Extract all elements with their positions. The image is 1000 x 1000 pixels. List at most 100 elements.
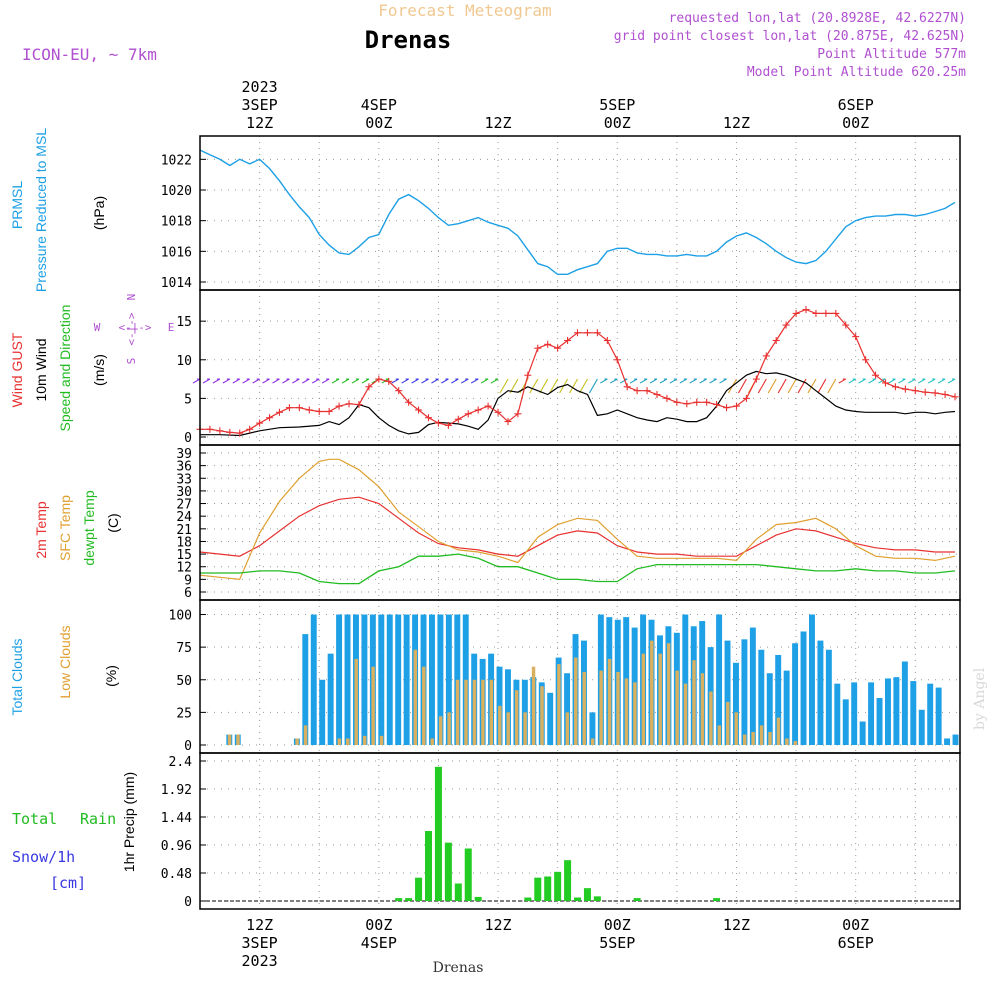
wind-barb [689, 378, 698, 384]
wind-barb [549, 378, 559, 394]
wind-barb [431, 378, 439, 384]
wind-barb [499, 378, 509, 394]
temp-unit: (C) [105, 513, 121, 532]
total-cloud-bar [859, 721, 866, 745]
gust-line [200, 308, 956, 434]
pressure-label-long: Pressure Reduced to MSL [33, 128, 49, 292]
temp-ytick-label: 15 [176, 548, 192, 563]
total-cloud-bar [547, 692, 554, 745]
low-cloud-bar [489, 679, 494, 745]
low-cloud-bar [590, 738, 595, 745]
low-cloud-bar [430, 738, 434, 745]
wind-barb [937, 378, 946, 384]
temp-ytick-label: 27 [176, 498, 192, 513]
wind-barb [272, 378, 280, 384]
low-cloud-bar [523, 712, 527, 745]
bottom-time-label: 4SEP [361, 934, 397, 952]
total-cloud-bar [682, 614, 689, 745]
low-cloud-bar [227, 734, 232, 745]
wind-barb [421, 378, 429, 384]
total-cloud-bar [758, 649, 765, 745]
low-cloud-bar [506, 712, 510, 745]
wind-barb [451, 378, 459, 384]
low-cloud-bar [472, 679, 477, 745]
low-cloud-bar [346, 738, 350, 745]
total-cloud-bar [952, 734, 959, 745]
wind-unit: (m/s) [91, 354, 107, 386]
total-cloud-bar [876, 698, 883, 745]
precip-bar [444, 842, 452, 901]
temp-ytick-label: 18 [176, 535, 192, 550]
precip-bar [534, 877, 542, 901]
footer-location: Drenas [433, 960, 484, 976]
precip-total-label: Total [12, 810, 57, 828]
total-cloud-bar [800, 631, 807, 745]
total-cloud-bar [817, 640, 824, 745]
bottom-time-label: 6SEP [838, 934, 874, 952]
low-cloud-bar [574, 657, 578, 745]
low-cloud-bar [726, 701, 730, 745]
precip-bar [395, 898, 403, 901]
clouds-ytick-label: 75 [176, 641, 192, 656]
total-cloud-bar [944, 738, 951, 745]
wind-ytick-label: 5 [184, 392, 192, 407]
precip-bar [524, 897, 532, 901]
total-cloud-bar [395, 614, 402, 745]
top-time-label: 4SEP [361, 96, 397, 114]
wind-barb [490, 378, 499, 384]
header-model-altitude: Model Point Altitude 620.25m [747, 65, 966, 80]
low-cloud-bar [354, 658, 358, 745]
low-cloud-bar [607, 658, 612, 745]
header-title-top: Forecast Meteogram [378, 1, 551, 20]
wind-barb [827, 378, 837, 394]
compass-vertical: <-|-> [125, 312, 138, 345]
sfc-temp-label: SFC Temp [57, 495, 73, 561]
low-cloud-bar [717, 725, 722, 745]
header-requested: requested lon,lat (20.8928E, 42.6227N) [669, 11, 966, 26]
wind-barb [898, 378, 906, 384]
wind-barb [917, 378, 926, 384]
temp-ytick-label: 36 [176, 460, 192, 475]
wind-barb [629, 378, 638, 384]
clouds-ytick-label: 0 [184, 739, 192, 754]
precip-unit: 1hr Precip (mm) [121, 772, 137, 872]
low-cloud-bar [455, 679, 460, 745]
wind-barb [252, 378, 260, 384]
total-cloud-bar [834, 683, 841, 745]
total-cloud-bar [825, 649, 832, 745]
dewpt-label: dewpt Temp [81, 490, 97, 565]
wind-barb [719, 378, 727, 384]
top-time-label: 00Z [365, 114, 392, 132]
wind-barb [757, 378, 767, 394]
low-cloud-bar [498, 705, 502, 745]
total-cloud-bar [505, 669, 511, 745]
total-cloud-bar [766, 673, 773, 745]
precip-bar [424, 831, 432, 901]
temp-ytick-label: 30 [176, 485, 192, 500]
low-cloud-bar [700, 673, 705, 745]
bottom-time-label: 2023 [242, 952, 278, 970]
low-cloud-bar [531, 666, 536, 745]
total-cloud-bar [809, 614, 815, 745]
total-cloud-bar [893, 677, 900, 745]
wind-barb [331, 378, 340, 384]
temp-ytick-label: 9 [184, 573, 192, 588]
wind-dir-label: Speed and Direction [57, 305, 73, 432]
wind-barb [888, 378, 896, 384]
low-cloud-bar [447, 712, 451, 745]
low-cloud-bar [785, 738, 789, 745]
wind-barb [222, 378, 231, 384]
total-cloud-bar [429, 614, 435, 745]
bottom-time-label: 00Z [842, 916, 869, 934]
panel-labels: PRMSL Pressure Reduced to MSL (hPa) Wind GU… [9, 128, 174, 892]
precip-bar [474, 896, 482, 901]
wind-barb [787, 378, 797, 394]
bottom-time-label: 00Z [365, 916, 392, 934]
wind-barb [411, 378, 419, 384]
pressure-panel: 1014 1016 1018 1020 1022 [161, 136, 960, 291]
precip-ytick-label: 0 [184, 895, 192, 910]
